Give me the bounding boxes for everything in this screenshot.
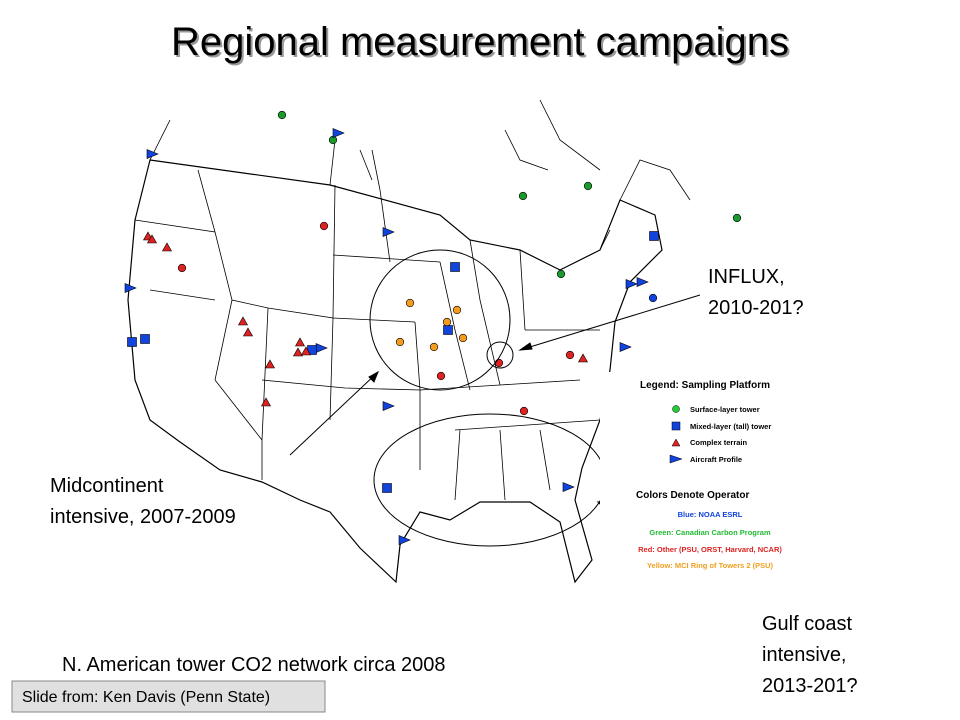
site-marker — [124, 283, 137, 293]
site-marker — [332, 128, 345, 138]
site-marker — [146, 234, 158, 244]
site-marker — [494, 358, 504, 368]
site-marker — [732, 213, 742, 223]
site-marker — [237, 316, 249, 326]
site-marker — [398, 535, 411, 545]
site-marker — [315, 343, 328, 353]
site-marker — [300, 346, 312, 356]
site-marker — [577, 353, 589, 363]
site-marker — [518, 191, 528, 201]
site-marker — [146, 149, 159, 159]
site-marker — [277, 110, 287, 120]
annotation: 2010-201? — [708, 297, 804, 319]
legend-color: Red: Other (PSU, ORST, Harvard, NCAR) — [638, 545, 782, 554]
site-marker — [450, 262, 460, 272]
title-shadow: Regional measurement campaigns — [173, 22, 791, 66]
legend-item: Complex terrain — [690, 438, 748, 447]
title: Regional measurement campaigns — [171, 20, 789, 64]
site-marker — [382, 401, 395, 411]
site-marker — [242, 327, 254, 337]
site-marker — [443, 325, 453, 335]
caption: N. American tower CO2 network circa 2008 — [62, 654, 446, 676]
site-marker — [458, 333, 468, 343]
annotation: 2013-201? — [762, 675, 858, 697]
site-marker — [177, 263, 187, 273]
legend-item: Aircraft Profile — [690, 455, 742, 464]
site-marker — [556, 269, 566, 279]
site-marker — [649, 231, 659, 241]
site-marker — [519, 406, 529, 416]
site-marker — [625, 279, 638, 289]
site-marker — [292, 347, 304, 357]
site-marker — [319, 221, 329, 231]
credit: Slide from: Ken Davis (Penn State) — [22, 689, 270, 706]
map — [127, 99, 691, 584]
site-marker — [648, 293, 658, 303]
legend-box — [600, 372, 822, 607]
site-marker — [442, 317, 452, 327]
site-markers — [124, 110, 742, 545]
annotation: intensive, — [762, 644, 847, 666]
legend-color: Yellow: MCI Ring of Towers 2 (PSU) — [647, 561, 774, 570]
site-marker — [583, 181, 593, 191]
legend-item: Mixed-layer (tall) tower — [690, 422, 771, 431]
annotation: INFLUX, — [708, 266, 785, 288]
legend-color: Blue: NOAA ESRL — [678, 510, 743, 519]
credit-box — [11, 680, 326, 713]
legend-color: Green: Canadian Carbon Program — [649, 528, 771, 537]
legend-item: Surface-layer tower — [690, 405, 760, 414]
site-marker — [382, 483, 392, 493]
annotation: Midcontinent — [50, 475, 164, 497]
site-marker — [127, 337, 137, 347]
site-marker — [395, 337, 405, 347]
site-marker — [619, 342, 632, 352]
site-marker — [636, 277, 649, 287]
annotation: Gulf coast — [762, 613, 852, 635]
legend: Legend: Sampling Platform Surface-layer … — [600, 372, 822, 607]
site-marker — [565, 350, 575, 360]
site-marker — [140, 334, 150, 344]
site-marker — [429, 342, 439, 352]
site-marker — [260, 397, 272, 407]
legend-colors-title: Colors Denote Operator — [636, 490, 749, 501]
site-marker — [452, 305, 462, 315]
site-marker — [405, 298, 415, 308]
site-marker — [562, 482, 575, 492]
site-marker — [294, 337, 306, 347]
site-marker — [382, 227, 395, 237]
site-marker — [436, 371, 446, 381]
site-marker — [264, 359, 276, 369]
annotation: intensive, 2007-2009 — [50, 506, 236, 528]
legend-title: Legend: Sampling Platform — [640, 380, 770, 391]
site-marker — [161, 242, 173, 252]
